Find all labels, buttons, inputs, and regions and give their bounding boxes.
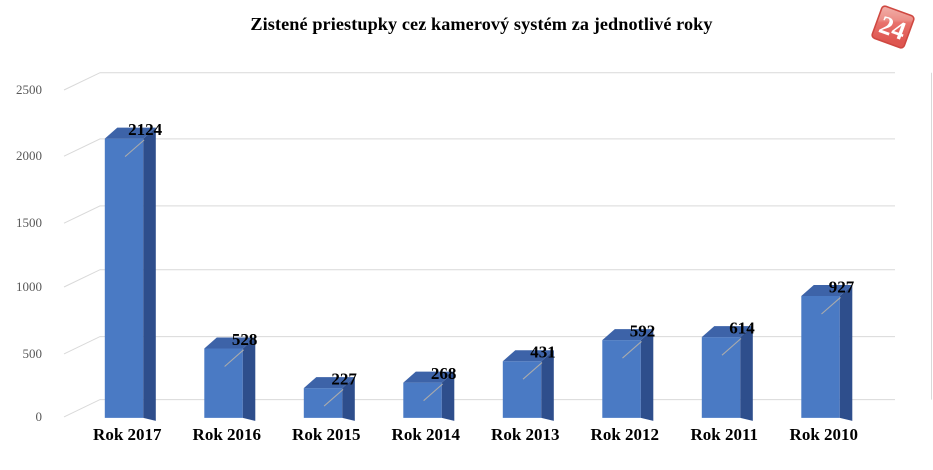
svg-text:Rok 2016: Rok 2016 (193, 425, 261, 444)
svg-text:2000: 2000 (16, 148, 42, 163)
svg-text:431: 431 (530, 343, 556, 362)
svg-text:Rok 2014: Rok 2014 (392, 425, 461, 444)
svg-text:927: 927 (829, 277, 855, 296)
svg-text:268: 268 (431, 364, 457, 383)
svg-text:528: 528 (232, 330, 258, 349)
svg-text:Rok 2012: Rok 2012 (591, 425, 659, 444)
svg-text:Rok 2015: Rok 2015 (292, 425, 360, 444)
svg-text:500: 500 (23, 346, 43, 361)
svg-text:227: 227 (331, 369, 357, 388)
svg-text:Rok 2013: Rok 2013 (491, 425, 559, 444)
svg-text:1500: 1500 (16, 215, 42, 230)
svg-text:Rok 2011: Rok 2011 (691, 425, 759, 444)
svg-text:Rok 2010: Rok 2010 (790, 425, 858, 444)
svg-text:0: 0 (36, 409, 43, 424)
svg-text:2124: 2124 (128, 120, 163, 139)
svg-text:1000: 1000 (16, 279, 42, 294)
svg-text:2500: 2500 (16, 82, 42, 97)
svg-text:614: 614 (729, 319, 755, 338)
svg-text:Rok 2017: Rok 2017 (93, 425, 162, 444)
svg-text:592: 592 (630, 321, 656, 340)
